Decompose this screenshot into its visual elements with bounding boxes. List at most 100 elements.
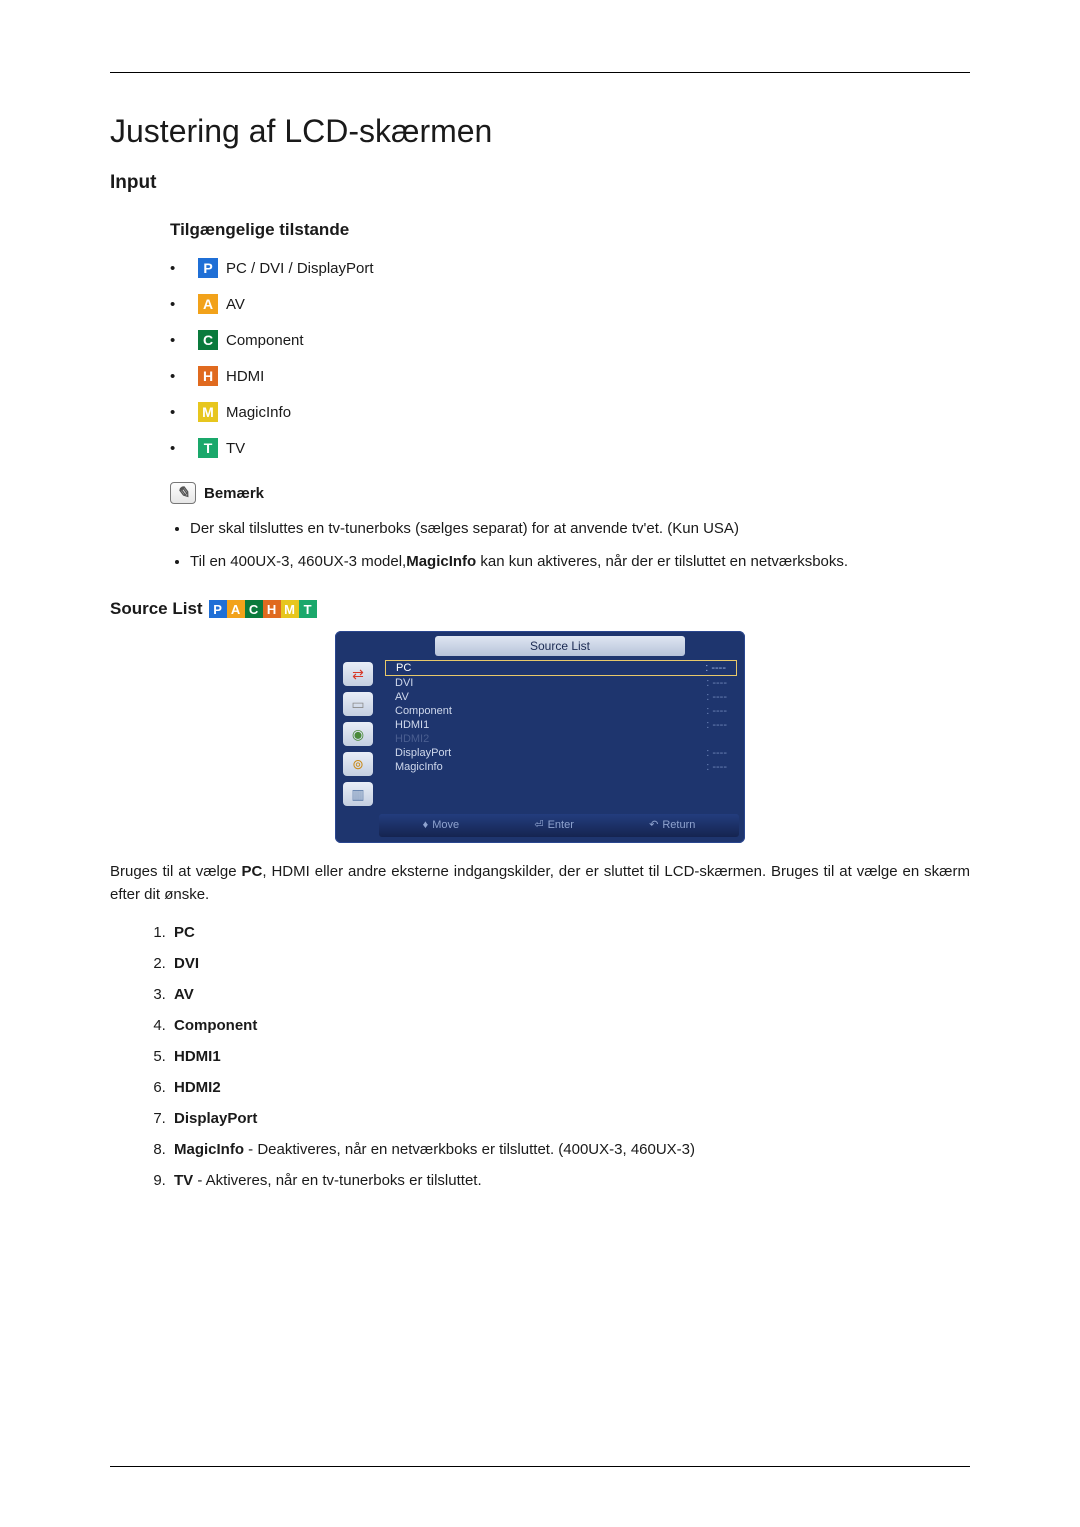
osd-panel: Source List ⇄ ▭ ◉ ⊚ ▥ PC : ---- DVI : ---- AV : -… bbox=[335, 631, 745, 843]
source-numbered-list: PC DVI AV Component HDMI1 HDMI2 DisplayPort Mag… bbox=[110, 924, 970, 1189]
mode-badge-p-icon: P bbox=[209, 600, 227, 618]
note-icon: ✎ bbox=[170, 482, 196, 504]
osd-row: DVI : ---- bbox=[385, 676, 737, 690]
osd-row-label: Component bbox=[395, 705, 452, 717]
mode-item: •A AV bbox=[170, 294, 970, 314]
mode-label: PC / DVI / DisplayPort bbox=[226, 260, 374, 277]
numbered-item: DisplayPort bbox=[170, 1110, 970, 1127]
osd-side-icon: ⊚ bbox=[343, 752, 373, 776]
osd-row-value: : ---- bbox=[706, 705, 727, 717]
mode-badge-h-icon: H bbox=[198, 366, 218, 386]
numbered-item: TV - Aktiveres, når en tv-tunerboks er t… bbox=[170, 1172, 970, 1189]
source-badge-strip: PACHMT bbox=[209, 600, 317, 618]
mode-badge-m-icon: M bbox=[281, 600, 299, 618]
numbered-item: MagicInfo - Deaktiveres, når en netværkb… bbox=[170, 1141, 970, 1158]
source-list-label: Source List bbox=[110, 599, 203, 619]
numbered-item: HDMI2 bbox=[170, 1079, 970, 1096]
osd-row-value: : ---- bbox=[706, 677, 727, 689]
osd-row-value: : ---- bbox=[706, 747, 727, 759]
mode-item: •T TV bbox=[170, 438, 970, 458]
osd-row-label: DVI bbox=[395, 677, 413, 689]
mode-badge-p-icon: P bbox=[198, 258, 218, 278]
osd-side-icon: ⇄ bbox=[343, 662, 373, 686]
osd-title: Source List bbox=[435, 636, 685, 656]
mode-label: TV bbox=[226, 440, 245, 457]
mode-label: MagicInfo bbox=[226, 404, 291, 421]
bullet: • bbox=[170, 404, 198, 421]
mode-item: •H HDMI bbox=[170, 366, 970, 386]
mode-badge-h-icon: H bbox=[263, 600, 281, 618]
mode-badge-a-icon: A bbox=[227, 600, 245, 618]
osd-row-value: : ---- bbox=[705, 662, 726, 674]
numbered-lead: DVI bbox=[174, 955, 199, 972]
bullet: • bbox=[170, 260, 198, 277]
numbered-lead: AV bbox=[174, 986, 194, 1003]
source-list-heading: Source List PACHMT bbox=[110, 599, 970, 619]
osd-side-icons: ⇄ ▭ ◉ ⊚ ▥ bbox=[343, 660, 377, 806]
numbered-item: PC bbox=[170, 924, 970, 941]
subsection-modes: Tilgængelige tilstande bbox=[170, 220, 970, 240]
osd-row: MagicInfo : ---- bbox=[385, 760, 737, 774]
page: Justering af LCD-skærmen Input Tilgængel… bbox=[0, 0, 1080, 1527]
modes-list: •P PC / DVI / DisplayPort•A AV•C Compone… bbox=[170, 258, 970, 458]
numbered-lead: MagicInfo bbox=[174, 1141, 244, 1158]
bullet: • bbox=[170, 440, 198, 457]
osd-row-label: MagicInfo bbox=[395, 761, 443, 773]
mode-label: AV bbox=[226, 296, 245, 313]
osd-row-label: HDMI2 bbox=[395, 733, 429, 745]
note-item: Til en 400UX-3, 460UX-3 model,MagicInfo … bbox=[190, 551, 970, 574]
bullet: • bbox=[170, 332, 198, 349]
numbered-lead: HDMI2 bbox=[174, 1079, 221, 1096]
mode-label: Component bbox=[226, 332, 304, 349]
bullet: • bbox=[170, 296, 198, 313]
osd-row-label: DisplayPort bbox=[395, 747, 451, 759]
notes-list: Der skal tilsluttes en tv-tunerboks (sæl… bbox=[170, 518, 970, 573]
osd-list: PC : ---- DVI : ---- AV : ---- Component : ----… bbox=[385, 660, 737, 806]
numbered-item: AV bbox=[170, 986, 970, 1003]
osd-screenshot: Source List ⇄ ▭ ◉ ⊚ ▥ PC : ---- DVI : ---- AV : -… bbox=[110, 631, 970, 843]
numbered-lead: TV bbox=[174, 1172, 193, 1189]
osd-row-label: AV bbox=[395, 691, 409, 703]
osd-row: HDMI1 : ---- bbox=[385, 718, 737, 732]
bullet: • bbox=[170, 368, 198, 385]
numbered-lead: DisplayPort bbox=[174, 1110, 257, 1127]
osd-row: HDMI2 bbox=[385, 732, 737, 746]
numbered-lead: Component bbox=[174, 1017, 257, 1034]
mode-item: •P PC / DVI / DisplayPort bbox=[170, 258, 970, 278]
mode-badge-a-icon: A bbox=[198, 294, 218, 314]
osd-row: PC : ---- bbox=[385, 660, 737, 676]
mode-item: •M MagicInfo bbox=[170, 402, 970, 422]
osd-row-value: : ---- bbox=[706, 719, 727, 731]
osd-row-label: HDMI1 bbox=[395, 719, 429, 731]
mode-badge-t-icon: T bbox=[299, 600, 317, 618]
osd-row-value: : ---- bbox=[706, 691, 727, 703]
source-description: Bruges til at vælge PC, HDMI eller andre… bbox=[110, 861, 970, 906]
page-title: Justering af LCD-skærmen bbox=[110, 113, 970, 150]
osd-side-icon: ▭ bbox=[343, 692, 373, 716]
note-row: ✎ Bemærk bbox=[170, 482, 970, 504]
osd-row: AV : ---- bbox=[385, 690, 737, 704]
osd-footer-enter: ⏎ Enter bbox=[534, 818, 574, 831]
numbered-rest: - Deaktiveres, når en netværkboks er til… bbox=[244, 1141, 695, 1158]
note-label: Bemærk bbox=[204, 485, 264, 502]
osd-footer-move: ♦ Move bbox=[423, 819, 460, 831]
numbered-item: DVI bbox=[170, 955, 970, 972]
section-input: Input bbox=[110, 172, 970, 194]
osd-footer-return: ↶ Return bbox=[649, 818, 695, 831]
osd-side-icon: ◉ bbox=[343, 722, 373, 746]
osd-side-icon: ▥ bbox=[343, 782, 373, 806]
osd-row-label: PC bbox=[396, 662, 411, 674]
osd-body: ⇄▭◉⊚▥ PC: ----DVI: ----AV: ----Component… bbox=[335, 660, 745, 810]
osd-footer: ♦ Move ⏎ Enter ↶ Return bbox=[379, 814, 739, 837]
numbered-item: HDMI1 bbox=[170, 1048, 970, 1065]
numbered-item: Component bbox=[170, 1017, 970, 1034]
bottom-rule bbox=[110, 1466, 970, 1467]
mode-label: HDMI bbox=[226, 368, 264, 385]
mode-item: •C Component bbox=[170, 330, 970, 350]
osd-row: Component : ---- bbox=[385, 704, 737, 718]
numbered-rest: - Aktiveres, når en tv-tunerboks er tils… bbox=[193, 1172, 481, 1189]
top-rule bbox=[110, 72, 970, 73]
mode-badge-c-icon: C bbox=[245, 600, 263, 618]
osd-row-value: : ---- bbox=[706, 761, 727, 773]
mode-badge-m-icon: M bbox=[198, 402, 218, 422]
